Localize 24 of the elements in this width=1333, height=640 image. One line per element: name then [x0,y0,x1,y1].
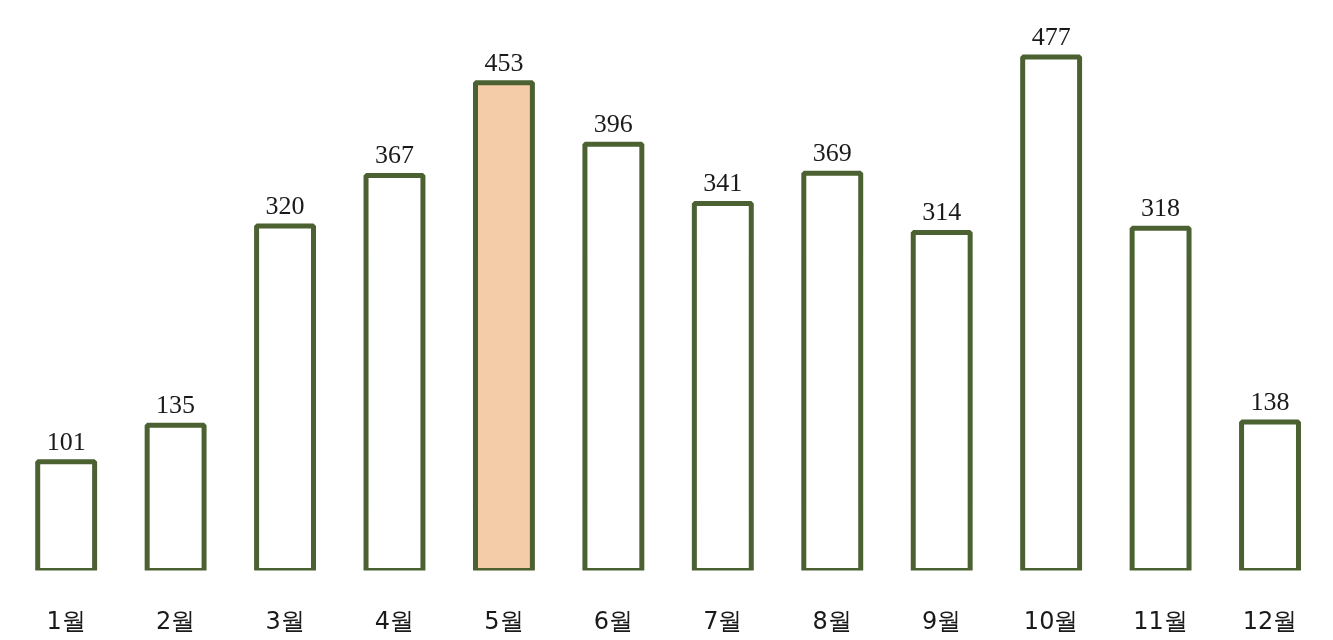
data-label: 320 [265,191,305,220]
data-label: 135 [156,390,196,420]
x-tick-label: 8월 [812,606,852,635]
data-label: 477 [1031,21,1071,51]
x-tick-label: 3월 [265,606,305,635]
data-label: 314 [922,197,962,227]
x-tick-label: 11월 [1133,606,1188,635]
x-tick-label: 10월 [1023,606,1079,635]
x-tick-label: 6월 [593,606,634,635]
data-label: 138 [1250,386,1290,416]
x-tick-label: 9월 [922,606,962,635]
data-label: 396 [593,109,633,139]
x-tick-label: 12월 [1242,606,1298,635]
x-tick-label: 2월 [155,606,196,635]
x-tick-label: 7월 [703,606,743,635]
x-tick-label: 4월 [374,606,415,635]
data-label: 341 [703,168,743,198]
data-label: 101 [46,426,86,456]
data-label: 453 [484,47,524,77]
x-tick-label: 5월 [484,606,524,635]
x-tick-label: 1월 [46,606,86,635]
data-label: 369 [812,138,852,168]
data-label: 318 [1141,193,1181,223]
data-label: 367 [374,140,414,170]
